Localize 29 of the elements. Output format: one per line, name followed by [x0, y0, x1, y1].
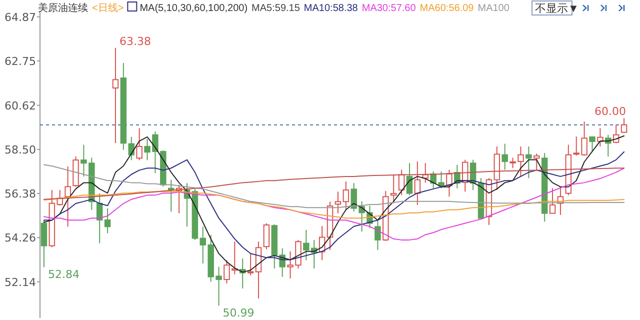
y-tick-label: 58.50 — [4, 143, 36, 156]
candlestick — [64, 166, 71, 228]
y-tick-label: 54.26 — [4, 232, 36, 245]
candlestick — [502, 143, 508, 170]
candlestick — [414, 160, 421, 206]
line-series — [43, 168, 625, 240]
annotation: 60.00 — [594, 105, 626, 118]
annotation: MA(5,10,30,60,100,200) — [140, 3, 248, 14]
text: MA5:59.15 — [252, 3, 300, 14]
annotation: 52.84 — [48, 268, 80, 282]
candlestick — [334, 191, 342, 214]
text: MA100 — [478, 3, 510, 14]
candlestick — [494, 146, 500, 190]
candlestick — [112, 47, 119, 144]
y-tick-label: 62.75 — [4, 54, 36, 68]
annotation: 63.38 — [119, 34, 151, 48]
annotation: 50.99 — [222, 306, 254, 320]
candlestick — [526, 146, 532, 179]
y-tick-label: 60.62 — [4, 99, 36, 112]
y-tick-label: 52.14 — [4, 276, 36, 289]
text: MA10:58.38 — [304, 3, 358, 14]
candlestick — [104, 208, 111, 234]
chart-title: 美原油连续 — [38, 2, 88, 14]
text: MA30:57.60 — [362, 3, 416, 14]
candlestick — [120, 62, 127, 150]
text: MA60:56.09 — [420, 3, 474, 14]
chart-subtitle: <日线> — [92, 2, 124, 14]
y-tick-label: 64.87 — [4, 10, 36, 24]
y-tick-label: 56.38 — [4, 188, 36, 201]
